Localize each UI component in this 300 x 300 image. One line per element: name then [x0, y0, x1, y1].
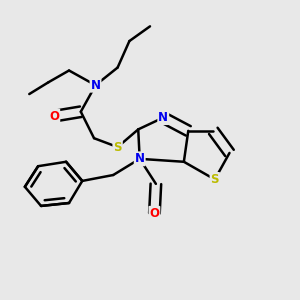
Text: O: O: [49, 110, 59, 123]
Text: S: S: [113, 141, 122, 154]
Text: N: N: [91, 79, 100, 92]
Text: O: O: [149, 207, 159, 220]
Text: N: N: [135, 152, 145, 165]
Text: S: S: [211, 173, 219, 186]
Text: N: N: [158, 111, 168, 124]
